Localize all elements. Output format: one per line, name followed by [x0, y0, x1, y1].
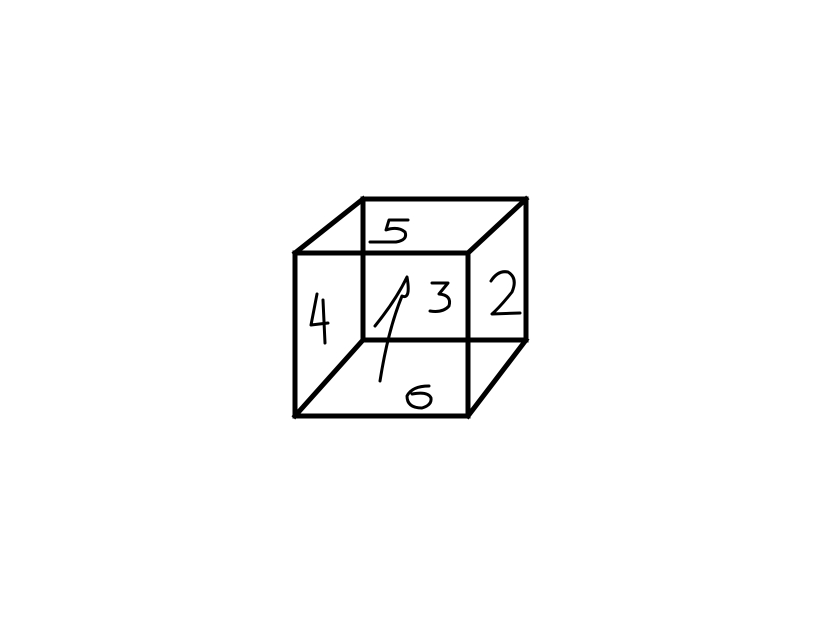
face-label-3: 3	[430, 283, 450, 311]
face-label-4: 4	[311, 294, 328, 343]
face-label-1: 1	[375, 277, 408, 381]
face-label-2: 2	[491, 272, 520, 314]
cube-edge-bottom-left	[295, 340, 363, 416]
face-label-5: 5	[370, 220, 408, 242]
cube-edge-top-left	[295, 199, 363, 253]
cube-front-face-outline	[295, 253, 468, 416]
cube-edge-top-right	[468, 199, 526, 253]
face-label-6: 6	[407, 386, 431, 408]
cube-edge-bottom-right	[468, 340, 526, 416]
